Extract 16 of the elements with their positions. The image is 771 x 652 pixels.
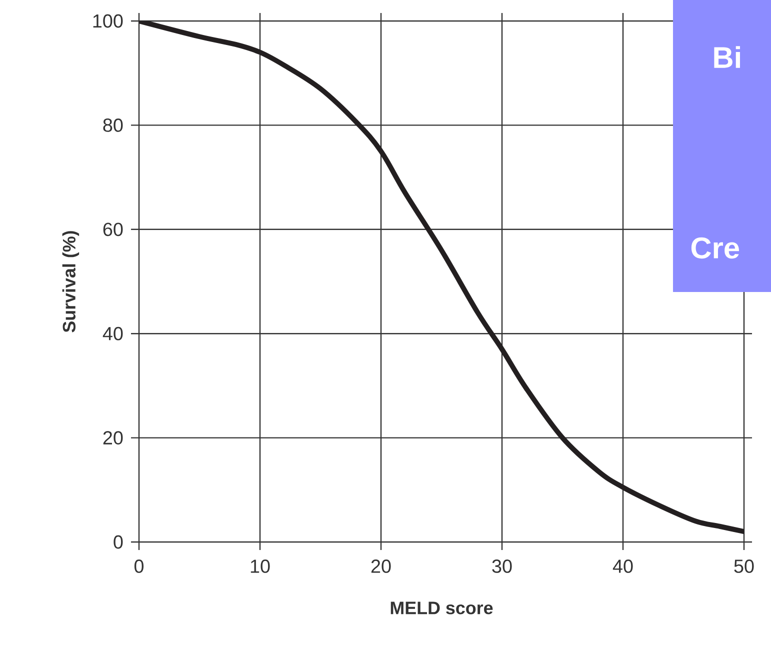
annotation: Bi bbox=[714, 46, 740, 68]
x-tick-label: 10 bbox=[250, 560, 270, 573]
x-tick-label: 0 bbox=[134, 560, 144, 573]
x-tick-label: 50 bbox=[734, 560, 754, 573]
y-tick-label: 40 bbox=[102, 326, 123, 340]
x-tick-label: 40 bbox=[612, 560, 633, 573]
y-axis-title: Survival (%) bbox=[62, 231, 80, 332]
y-tick-label: 60 bbox=[103, 222, 123, 236]
y-tick-label: 20 bbox=[103, 431, 123, 445]
y-tick-label: 0 bbox=[114, 535, 123, 549]
y-tick-label: 80 bbox=[103, 118, 123, 132]
x-axis-title: MELD score bbox=[390, 602, 493, 614]
annotation: Cre bbox=[691, 237, 740, 259]
y-tick-label: 100 bbox=[93, 14, 123, 28]
x-tick-label: 20 bbox=[371, 560, 391, 573]
x-tick-label: 30 bbox=[492, 560, 512, 573]
